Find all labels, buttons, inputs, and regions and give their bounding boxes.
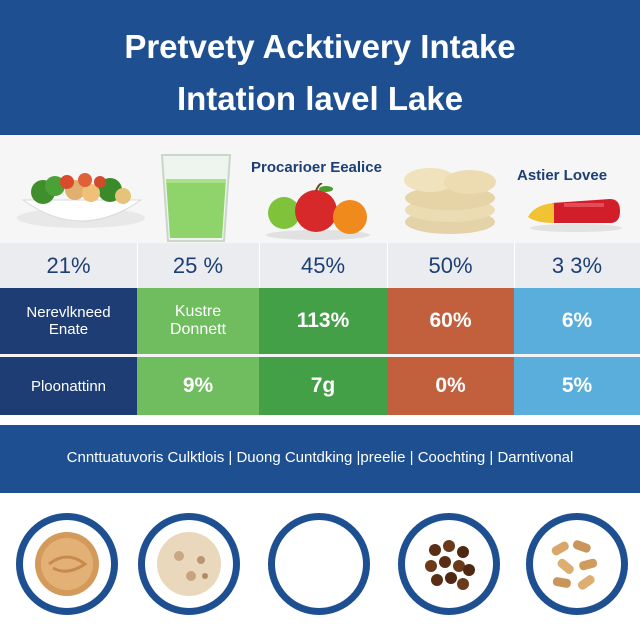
table-cell: 7g	[259, 357, 387, 415]
peanut-butter-icon	[16, 513, 118, 615]
percent-row: 21% 25 % 45% 50% 3 3%	[0, 243, 640, 288]
categories-text: Cnnttuatuvoris Culktlois | Duong Cuntdki…	[66, 449, 574, 466]
green-juice-glass-image	[160, 154, 232, 242]
table-cell: Kustre Donnett	[137, 288, 259, 354]
percent-cell: 25 %	[172, 253, 224, 278]
table-row: Nerevlkneed Enate Kustre Donnett 113% 60…	[0, 288, 640, 354]
cell-text-line2: Donnett	[169, 321, 227, 338]
table-cell: 5%	[514, 357, 640, 415]
column-divider	[514, 243, 515, 288]
row-label: Nerevlkneed Enate	[0, 288, 137, 354]
table-cell: 6%	[514, 288, 640, 354]
column-title-capsule: Astier Lovee	[517, 167, 608, 184]
page-title-line2: Intation lavel Lake	[176, 80, 464, 117]
fruit-image	[266, 183, 370, 240]
table-cell: 9%	[137, 357, 259, 415]
table-row: Ploonattinn 9% 7g 0% 5%	[0, 357, 640, 415]
percent-cell: 3 3%	[551, 253, 603, 278]
column-title-fruit: Procarioer Eealice	[251, 159, 382, 176]
food-images-row: Procarioer Eealice Astier Lovee	[0, 135, 640, 243]
page-title-line1: Pretvety Acktivery Intake	[124, 28, 516, 65]
row-label-line1: Nerevlkneed	[26, 304, 111, 321]
row-label-line2: Enate	[48, 321, 89, 338]
table-cell: 0%	[387, 357, 514, 415]
categories-banner: Cnnttuatuvoris Culktlois | Duong Cuntdki…	[0, 425, 640, 493]
table-cell: 60%	[387, 288, 514, 354]
row-label: Ploonattinn	[0, 357, 137, 415]
nuts-icon	[526, 513, 628, 615]
column-divider	[387, 243, 388, 288]
bottom-icons-row	[0, 493, 640, 640]
table-cell: 113%	[259, 288, 387, 354]
column-divider	[259, 243, 260, 288]
row-separator	[0, 354, 640, 357]
cracker-stack-image	[404, 168, 496, 234]
capsule-image	[528, 199, 622, 232]
coffee-beans-icon	[398, 513, 500, 615]
column-divider	[137, 243, 138, 288]
percent-cell: 45%	[300, 253, 346, 278]
percent-cell: 50%	[428, 253, 473, 278]
empty-plate-icon	[268, 513, 370, 615]
flatbread-icon	[138, 513, 240, 615]
header-banner: Pretvety Acktivery Intake Intation lavel…	[0, 0, 640, 135]
percent-cell: 21%	[46, 253, 91, 278]
cell-text-line1: Kustre	[174, 303, 222, 320]
salad-bowl-image	[17, 173, 145, 228]
